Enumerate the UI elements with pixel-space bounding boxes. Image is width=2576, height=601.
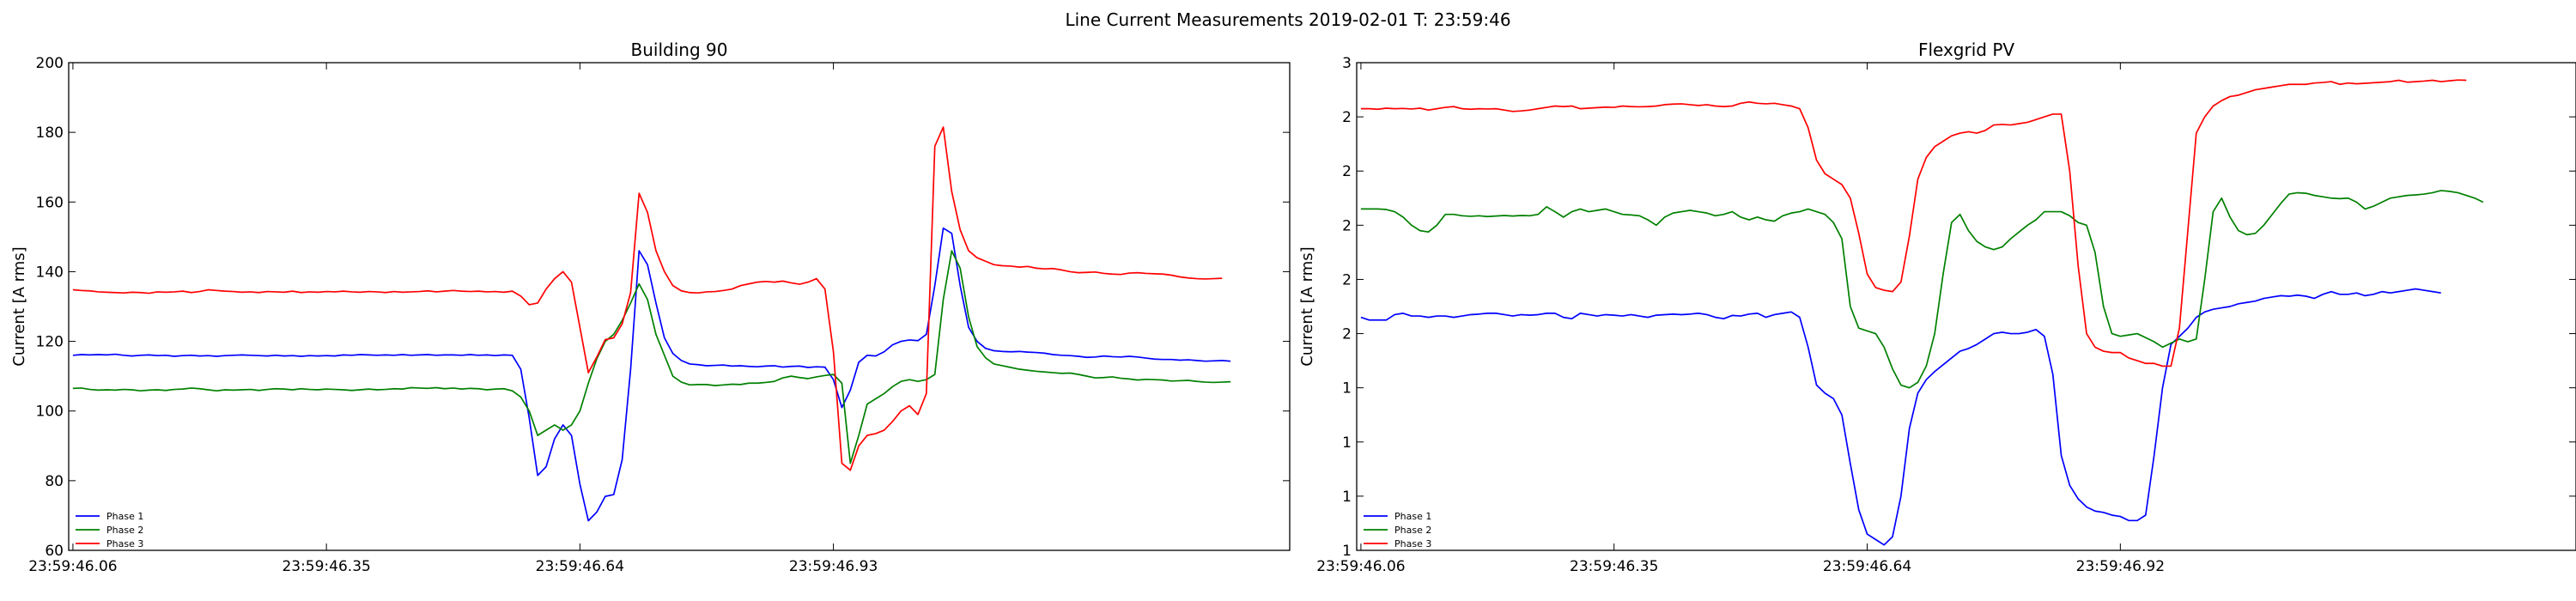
plot-frame bbox=[1356, 62, 2576, 551]
y-tick-label: 1 bbox=[1342, 489, 1352, 506]
y-tick-label: 2 bbox=[1342, 109, 1352, 126]
y-tick-label: 2 bbox=[1342, 163, 1352, 180]
series-line-phase-3 bbox=[1360, 79, 2467, 367]
series-line-phase-3 bbox=[72, 126, 1223, 471]
y-tick-label: 1 bbox=[1342, 380, 1352, 398]
y-tick-label: 120 bbox=[36, 334, 64, 351]
y-tick-label: 2 bbox=[1342, 217, 1352, 234]
series-line-phase-2 bbox=[72, 250, 1231, 464]
chart-panel-flexgrid-pv: Flexgrid PV Current [A rms] 1 1 1 1 2 2 2 2 2 3 23:5… bbox=[1298, 39, 2576, 575]
panel-title: Flexgrid PV bbox=[1918, 39, 2014, 60]
y-tick-label: 2 bbox=[1342, 326, 1352, 343]
y-axis-label: Current [A rms] bbox=[10, 246, 28, 366]
legend-label-phase-2: Phase 2 bbox=[106, 525, 143, 536]
panel-title: Building 90 bbox=[631, 39, 728, 60]
x-tick-label: 23:59:46.93 bbox=[789, 558, 878, 575]
y-tick-label: 1 bbox=[1342, 543, 1352, 560]
x-tick-label: 23:59:46.64 bbox=[536, 558, 624, 575]
y-tick-label: 140 bbox=[36, 264, 64, 281]
y-tick-label: 2 bbox=[1342, 271, 1352, 288]
series-line-phase-1 bbox=[72, 227, 1231, 522]
legend-label-phase-3: Phase 3 bbox=[106, 538, 143, 549]
x-tick-label: 23:59:46.35 bbox=[1570, 558, 1658, 575]
chart-panel-building-90: Building 90 Current [A rms] 60 80 100 120 140 1… bbox=[10, 39, 1291, 575]
series-line-phase-1 bbox=[1360, 288, 2441, 546]
x-tick-label: 23:59:46.06 bbox=[1316, 558, 1405, 575]
legend-label-phase-3: Phase 3 bbox=[1394, 538, 1431, 549]
y-tick-label: 1 bbox=[1342, 434, 1352, 452]
x-tick-label: 23:59:46.35 bbox=[282, 558, 370, 575]
y-tick-label: 180 bbox=[36, 124, 64, 142]
y-tick-label: 160 bbox=[36, 194, 64, 211]
x-tick-label: 23:59:46.64 bbox=[1823, 558, 1911, 575]
y-tick-label: 200 bbox=[36, 55, 64, 72]
plot-frame bbox=[68, 62, 1291, 551]
legend-label-phase-2: Phase 2 bbox=[1394, 525, 1431, 536]
y-tick-label: 3 bbox=[1342, 55, 1352, 72]
legend: Phase 1 Phase 2 Phase 3 bbox=[1364, 511, 1431, 549]
figure-title: Line Current Measurements 2019-02-01 T: … bbox=[1065, 9, 1510, 30]
x-tick-label: 23:59:46.92 bbox=[2076, 558, 2165, 575]
legend: Phase 1 Phase 2 Phase 3 bbox=[76, 511, 143, 549]
y-tick-label: 60 bbox=[45, 543, 64, 560]
series-line-phase-2 bbox=[1360, 190, 2484, 389]
y-axis-label: Current [A rms] bbox=[1298, 246, 1316, 366]
legend-label-phase-1: Phase 1 bbox=[106, 511, 143, 522]
y-tick-label: 80 bbox=[45, 473, 64, 490]
x-tick-label: 23:59:46.06 bbox=[28, 558, 117, 575]
legend-label-phase-1: Phase 1 bbox=[1394, 511, 1431, 522]
chart-panels: Building 90 Current [A rms] 60 80 100 120 140 1… bbox=[10, 39, 2576, 575]
y-tick-label: 100 bbox=[36, 404, 64, 421]
